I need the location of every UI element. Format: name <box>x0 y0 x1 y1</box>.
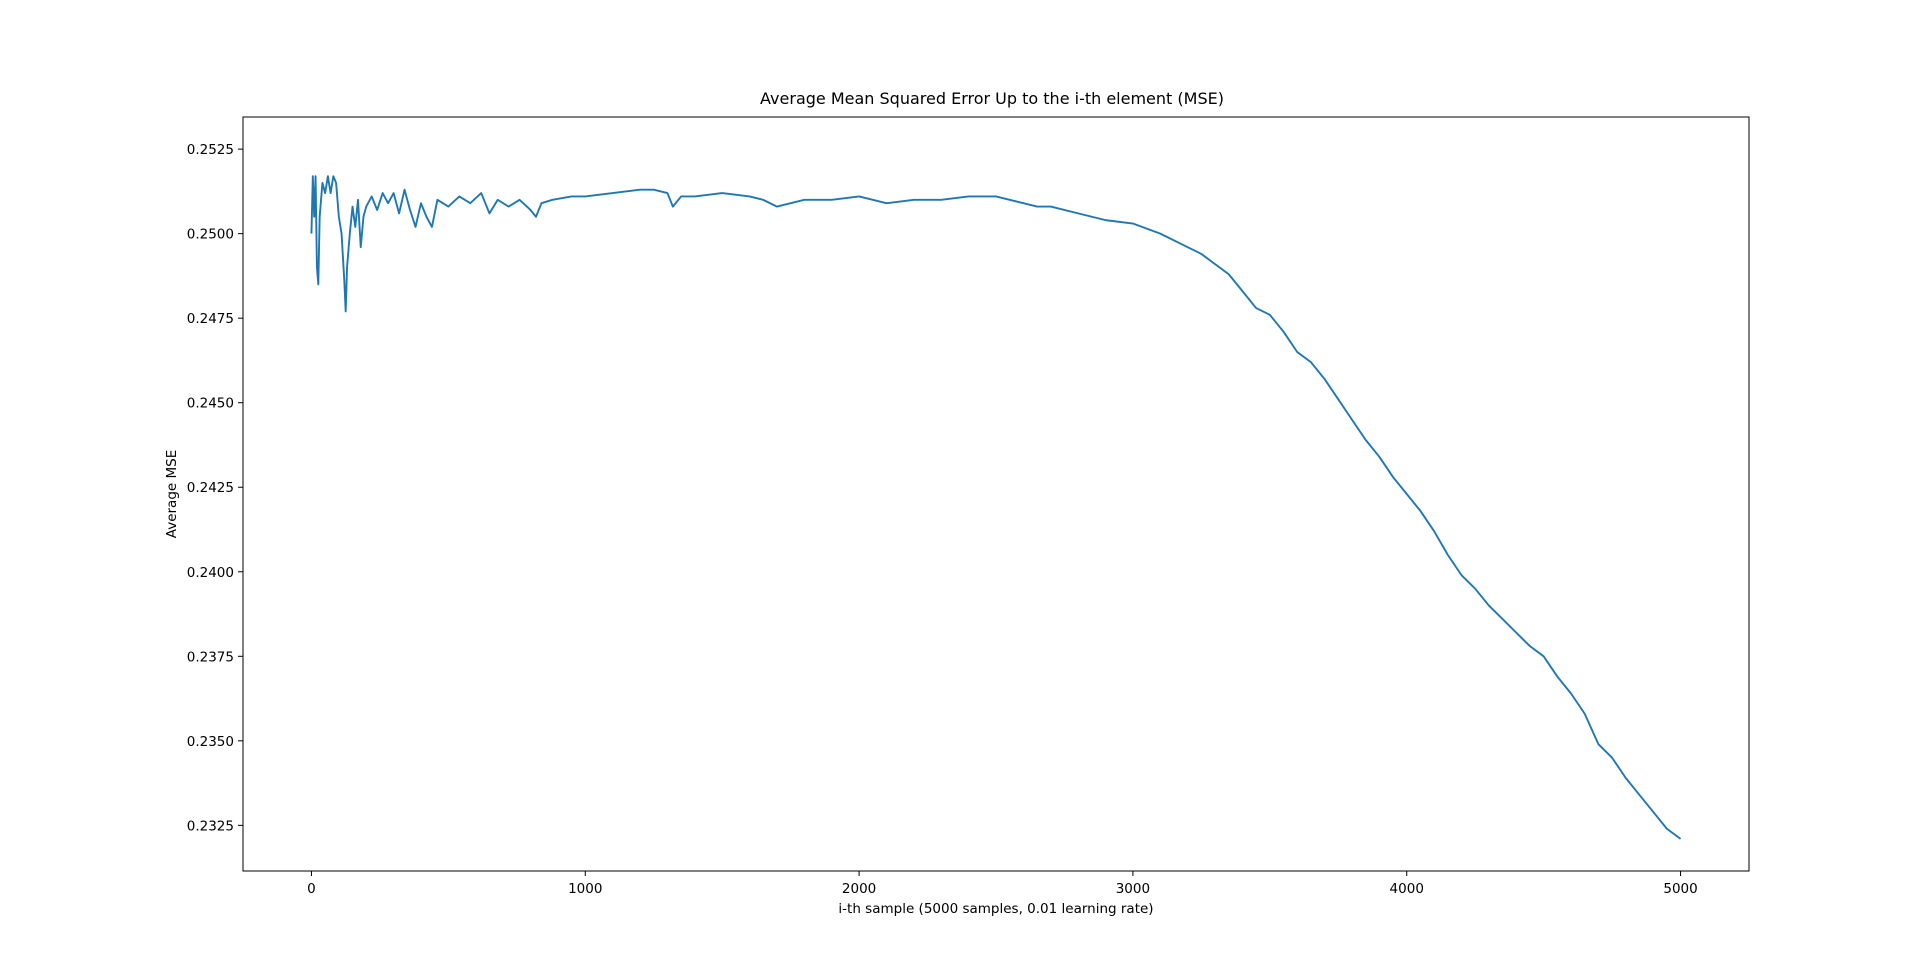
plot-area <box>310 175 1682 840</box>
y-tick-label: 0.2475 <box>187 311 234 327</box>
x-tick-label: 5000 <box>1663 881 1697 897</box>
y-axis-title: Average MSE <box>164 450 180 538</box>
y-tick-label: 0.2500 <box>187 227 234 243</box>
y-tick-label: 0.2350 <box>187 734 234 750</box>
x-axis: 0 1000 2000 3000 4000 5000 <box>307 871 1698 897</box>
y-tick-label: 0.2375 <box>187 649 234 665</box>
y-tick-label: 0.2325 <box>187 818 234 834</box>
x-tick-label: 4000 <box>1390 881 1424 897</box>
y-axis: 0.2325 0.2350 0.2375 0.2400 0.2425 0.2450 0.24… <box>187 142 243 834</box>
chart-title: Average Mean Squared Error Up to the i-t… <box>760 89 1224 108</box>
x-tick-label: 1000 <box>568 881 602 897</box>
x-axis-title: i-th sample (5000 samples, 0.01 learning… <box>838 901 1153 917</box>
y-tick-label: 0.2425 <box>187 480 234 496</box>
plot-frame <box>242 116 1750 872</box>
x-tick-label: 0 <box>307 881 316 897</box>
y-tick-label: 0.2525 <box>187 142 234 158</box>
y-tick-label: 0.2450 <box>187 396 234 412</box>
x-tick-label: 3000 <box>1116 881 1150 897</box>
series-line <box>310 175 1682 840</box>
x-tick-label: 2000 <box>842 881 876 897</box>
y-tick-label: 0.2400 <box>187 565 234 581</box>
